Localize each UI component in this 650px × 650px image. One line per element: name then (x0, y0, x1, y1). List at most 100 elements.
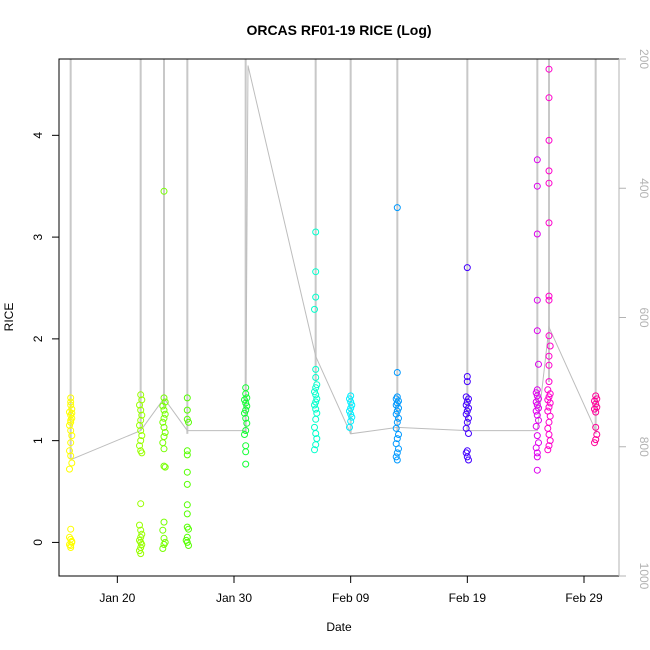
data-point (183, 533, 191, 541)
data-point (312, 391, 320, 399)
data-point (243, 394, 251, 402)
data-point (242, 414, 250, 422)
data-point (393, 435, 401, 443)
data-point (393, 369, 401, 376)
data-point (66, 421, 73, 429)
data-point (545, 378, 553, 386)
data-point (347, 410, 355, 418)
data-point (465, 395, 472, 403)
data-point (545, 442, 553, 450)
right-axis: 200 400 600 800 1000 (618, 49, 650, 590)
data-point (593, 403, 601, 411)
data-point (532, 398, 540, 406)
data-point (462, 449, 470, 457)
data-point (137, 391, 145, 399)
data-point (545, 219, 553, 227)
data-point (67, 418, 75, 426)
data-point (243, 419, 251, 427)
data-point (241, 409, 248, 417)
right-tick-label: 800 (637, 437, 650, 457)
data-point (545, 431, 553, 438)
data-point (159, 402, 167, 410)
right-tick-label: 600 (637, 307, 650, 327)
data-point (313, 381, 321, 389)
data-point (311, 305, 318, 313)
data-point (535, 360, 542, 368)
data-point (136, 442, 143, 450)
data-point (392, 410, 400, 418)
data-point (393, 456, 401, 464)
data-point (463, 264, 471, 272)
y-axis-label: RICE (2, 303, 16, 332)
data-point (532, 407, 540, 415)
data-point (185, 542, 192, 549)
right-tick-label: 400 (637, 178, 650, 198)
data-point (138, 541, 146, 548)
data-point (185, 418, 192, 426)
data-point (136, 521, 143, 529)
y-tick-label: 1 (31, 437, 45, 444)
data-point (313, 409, 321, 417)
y-axis: 0 1 2 3 4 (31, 132, 59, 546)
data-point (533, 156, 541, 164)
data-point (533, 453, 541, 461)
data-point (311, 423, 318, 431)
data-point (546, 342, 554, 350)
x-tick-label: Feb 09 (332, 591, 370, 605)
data-point (312, 374, 320, 381)
data-point (465, 430, 472, 437)
data-point (242, 460, 250, 468)
data-point (68, 459, 76, 467)
y-tick-label: 0 (31, 539, 45, 546)
data-point (346, 407, 353, 415)
data-point (465, 414, 472, 422)
data-point (463, 373, 471, 380)
data-point (395, 445, 402, 453)
secondary-line (70, 65, 597, 461)
data-point (312, 365, 320, 373)
data-point (533, 449, 541, 457)
data-point (546, 437, 554, 445)
data-point (183, 501, 191, 509)
data-point (66, 533, 73, 541)
data-point (545, 352, 553, 360)
data-point (137, 406, 145, 414)
y-tick-label: 4 (31, 132, 45, 139)
data-point (545, 65, 553, 73)
data-point (532, 389, 540, 397)
data-point (183, 451, 191, 459)
data-point (311, 401, 318, 409)
data-point (462, 410, 470, 418)
data-point (532, 422, 540, 430)
data-point (161, 463, 169, 471)
data-point (533, 327, 541, 335)
data-point (160, 534, 168, 542)
data-point (312, 228, 320, 236)
data-point (68, 537, 76, 545)
data-point (137, 500, 145, 508)
data-point (545, 179, 553, 187)
data-point (160, 414, 168, 422)
data-point (138, 411, 146, 419)
data-point (532, 444, 540, 452)
data-point (533, 296, 541, 304)
data-point (544, 424, 552, 432)
data-point (463, 453, 471, 461)
data-point (242, 427, 250, 434)
data-point (159, 526, 167, 534)
points-layer (66, 65, 601, 558)
data-point (546, 399, 554, 407)
data-point (183, 468, 191, 476)
data-point (393, 204, 401, 212)
data-point (159, 545, 167, 552)
data-point (545, 418, 553, 426)
right-tick-label: 200 (637, 49, 650, 69)
data-point (241, 396, 248, 404)
data-point (160, 541, 168, 548)
data-point (545, 361, 553, 369)
data-point (138, 432, 146, 440)
data-point (67, 525, 75, 533)
data-point (137, 437, 145, 445)
data-point (545, 136, 553, 144)
data-point (137, 533, 145, 541)
